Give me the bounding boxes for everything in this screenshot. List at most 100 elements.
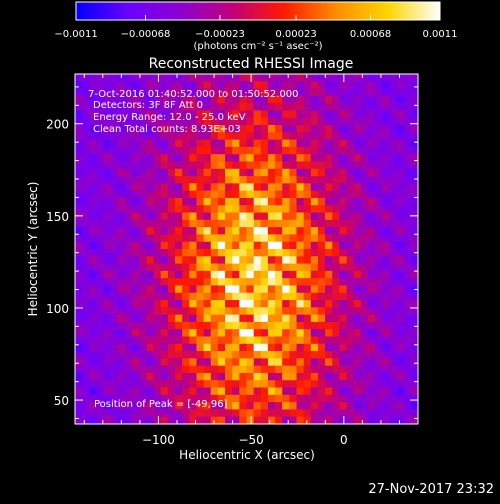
image-pixel [303,256,312,265]
image-pixel [275,227,283,236]
image-pixel [96,161,105,170]
image-pixel [367,300,376,308]
image-pixel [160,132,169,141]
image-pixel [125,81,133,90]
image-pixel [196,394,205,403]
image-pixel [410,168,418,177]
image-pixel [75,183,83,192]
image-pixel [317,110,326,119]
image-pixel [146,307,155,316]
image-pixel [317,256,326,265]
image-pixel [317,336,326,345]
image-pixel [125,154,133,163]
image-pixel [75,146,83,155]
image-pixel [139,154,148,163]
image-pixel [275,358,283,367]
image-pixel [153,256,162,265]
image-pixel [175,146,183,155]
image-pixel [296,219,305,228]
image-pixel [353,270,362,279]
image-pixel [253,416,262,424]
image-pixel [253,402,262,411]
image-pixel [353,256,362,265]
image-pixel [289,125,298,133]
image-pixel [125,343,133,352]
image-pixel [332,95,340,104]
image-pixel [196,227,205,236]
image-pixel [110,351,119,359]
image-pixel [189,219,198,228]
image-pixel [275,197,283,206]
image-pixel [246,190,255,199]
image-pixel [89,314,98,323]
image-pixel [410,74,418,82]
image-pixel [260,263,269,272]
image-pixel [275,402,283,411]
image-pixel [239,409,248,418]
image-pixel [310,161,319,170]
image-pixel [289,154,298,163]
image-pixel [232,380,240,389]
image-pixel [117,197,126,206]
image-pixel [160,161,169,170]
image-pixel [139,270,148,279]
image-pixel [289,365,298,374]
image-pixel [317,343,326,352]
image-pixel [146,154,155,163]
image-pixel [325,285,333,294]
image-pixel [346,321,355,330]
image-pixel [175,241,183,250]
image-pixel [353,416,362,424]
image-pixel [75,88,83,97]
image-pixel [225,300,233,308]
image-pixel [196,314,205,323]
image-pixel [396,336,405,345]
image-pixel [325,278,333,287]
image-pixel [239,380,248,389]
image-pixel [267,372,276,381]
image-pixel [117,256,126,265]
image-pixel [96,132,105,141]
image-pixel [317,197,326,206]
image-pixel [103,205,112,214]
image-pixel [246,300,255,308]
image-pixel [339,234,348,243]
image-pixel [203,234,212,243]
image-pixel [89,176,98,184]
image-pixel [375,409,383,418]
image-pixel [225,176,233,184]
image-pixel [246,285,255,294]
image-pixel [267,278,276,287]
image-pixel [232,234,240,243]
image-pixel [189,190,198,199]
image-pixel [289,190,298,199]
image-pixel [210,241,219,250]
image-pixel [232,205,240,214]
image-pixel [353,278,362,287]
image-pixel [117,402,126,411]
image-pixel [403,205,412,214]
image-pixel [210,365,219,374]
image-pixel [396,292,405,301]
image-pixel [403,321,412,330]
image-pixel [253,278,262,287]
image-pixel [203,176,212,184]
image-pixel [403,161,412,170]
image-pixel [217,161,226,170]
image-pixel [353,88,362,97]
image-pixel [410,278,418,287]
image-pixel [146,234,155,243]
image-pixel [289,95,298,104]
image-pixel [289,197,298,206]
image-pixel [75,358,83,367]
image-pixel [196,168,205,177]
image-pixel [346,402,355,411]
image-pixel [203,256,212,265]
image-pixel [317,365,326,374]
image-pixel [117,95,126,104]
image-pixel [82,212,90,221]
image-pixel [382,117,391,126]
image-pixel [189,402,198,411]
image-pixel [167,212,176,221]
image-pixel [210,183,219,192]
